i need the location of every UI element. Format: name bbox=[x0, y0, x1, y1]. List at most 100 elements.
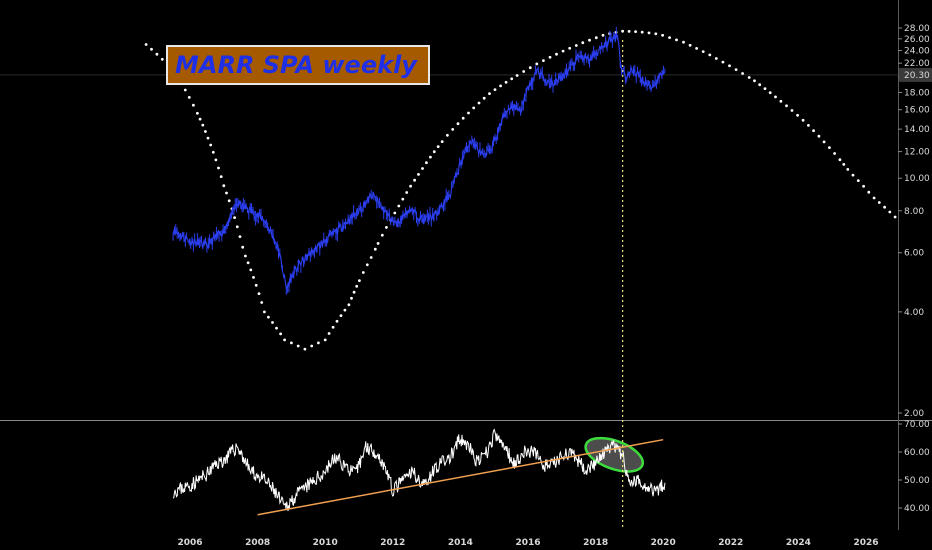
cycle-curve-dot bbox=[467, 111, 470, 115]
cycle-curve-dot bbox=[581, 41, 585, 45]
cycle-curve-dot bbox=[542, 59, 545, 62]
cycle-curve-dot bbox=[555, 52, 558, 56]
price-tick-label: 22.00 bbox=[904, 59, 930, 69]
cycle-curve-dot bbox=[768, 91, 772, 95]
cycle-curve-dot bbox=[369, 256, 373, 259]
cycle-curve-dot bbox=[688, 43, 692, 47]
cycle-curve-dot bbox=[257, 292, 261, 295]
cycle-curve-dot bbox=[461, 116, 465, 120]
cycle-curve-dot bbox=[401, 197, 405, 201]
cycle-curve-dot bbox=[335, 319, 339, 323]
cycle-curve-dot bbox=[601, 33, 605, 37]
cycle-curve-dot bbox=[862, 184, 865, 188]
cycle-curve-dot bbox=[695, 47, 698, 50]
cycle-curve-dot bbox=[661, 33, 664, 37]
cycle-curve-dot bbox=[260, 301, 264, 304]
cycle-curve-dot bbox=[893, 215, 897, 219]
cycle-curve-dot bbox=[303, 347, 307, 351]
last-price-box bbox=[899, 67, 932, 82]
price-tick-label: 12.00 bbox=[904, 148, 930, 158]
cycle-curve-dot bbox=[252, 276, 255, 279]
cycle-curve-dot bbox=[214, 158, 218, 162]
cycle-curve-dot bbox=[456, 122, 460, 126]
cycle-curve-dot bbox=[790, 109, 794, 112]
cycle-curve-dot bbox=[763, 87, 767, 90]
cycle-curve-dot bbox=[196, 111, 199, 115]
cycle-curve-dot bbox=[499, 84, 502, 88]
chart-title-box: MARR SPA weekly bbox=[166, 45, 430, 85]
cycle-curve-dot bbox=[310, 344, 314, 348]
cycle-curve-dot bbox=[436, 145, 440, 149]
cycle-curve-dot bbox=[510, 77, 514, 81]
cycle-curve-dot bbox=[238, 235, 242, 239]
cycle-curve-dot bbox=[361, 271, 365, 274]
cycle-curve-dot bbox=[385, 226, 388, 229]
x-tick-label: 2020 bbox=[651, 538, 676, 548]
cycle-curve-dot bbox=[568, 46, 572, 50]
cycle-curve-dot bbox=[198, 117, 202, 121]
cycle-curve-dot bbox=[856, 179, 860, 183]
cycle-curve-dot bbox=[271, 321, 274, 324]
price-tick-label: 28.00 bbox=[904, 24, 930, 34]
trend-line bbox=[257, 438, 664, 516]
x-tick-label: 2014 bbox=[448, 538, 473, 548]
cycle-curve-dot bbox=[833, 152, 836, 155]
indicator-tick-label: 70.00 bbox=[904, 420, 930, 430]
cycle-curve-dot bbox=[488, 92, 491, 95]
cycle-curve-dot bbox=[867, 190, 871, 194]
cycle-curve-dot bbox=[355, 284, 359, 288]
cycle-curve-dot bbox=[842, 163, 846, 166]
cycle-curve-dot bbox=[883, 205, 886, 209]
cycle-curve-dot bbox=[365, 263, 369, 267]
cycle-curve-dot bbox=[183, 88, 187, 92]
cycle-curve-dot bbox=[187, 96, 191, 99]
cycle-curve-dot bbox=[753, 79, 756, 83]
cycle-curve-dot bbox=[594, 36, 598, 40]
cycle-curve-dot bbox=[621, 29, 624, 33]
cycle-curve-dot bbox=[493, 88, 497, 91]
price-tick-label: 16.00 bbox=[904, 106, 930, 116]
cycle-curve-dot bbox=[548, 55, 552, 59]
cycle-curve-dot bbox=[204, 130, 207, 133]
cycle-curve-dot bbox=[828, 146, 831, 150]
x-tick-label: 2010 bbox=[313, 538, 338, 548]
cycle-curve-dot bbox=[290, 341, 293, 345]
cycle-curve-dot bbox=[144, 43, 148, 46]
cycle-curve-dot bbox=[522, 70, 526, 73]
cycle-curve-dot bbox=[323, 338, 327, 342]
cycle-curve-dot bbox=[279, 332, 282, 336]
cycle-curve-dot bbox=[217, 166, 220, 170]
cycle-curve-dot bbox=[241, 245, 245, 249]
cycle-curve-dot bbox=[249, 268, 253, 272]
cycle-curve-dot bbox=[432, 150, 436, 154]
cycle-curve-dot bbox=[425, 161, 428, 165]
cycle-curve-dot bbox=[668, 36, 671, 39]
cycle-curve-dot bbox=[482, 96, 486, 100]
cycle-curve-dot bbox=[654, 32, 658, 36]
cycle-curve-dot bbox=[417, 173, 420, 176]
cycle-curve-dot bbox=[267, 315, 270, 319]
cycle-curve-dot bbox=[872, 196, 876, 200]
cycle-curve-dot bbox=[235, 225, 239, 229]
cycle-curve-dot bbox=[504, 80, 508, 84]
cycle-curve-dot bbox=[747, 76, 751, 79]
cycle-curve-dot bbox=[222, 184, 226, 188]
cycle-curve-dot bbox=[155, 52, 159, 56]
cycle-curve-dot bbox=[380, 233, 384, 237]
cycle-curve-dot bbox=[734, 68, 738, 71]
x-tick-label: 2022 bbox=[718, 538, 743, 548]
cycle-curve-dot bbox=[515, 74, 519, 77]
cycle-curve-dot bbox=[446, 133, 449, 137]
cycle-curve-dot bbox=[838, 158, 842, 162]
cycle-curve-dot bbox=[347, 303, 351, 307]
cycle-curve-dot bbox=[627, 30, 631, 33]
price-tick-label: 2.00 bbox=[904, 409, 924, 419]
cycle-curve-dot bbox=[225, 191, 228, 195]
cycle-curve-dot bbox=[851, 173, 855, 177]
cycle-curve-dot bbox=[708, 53, 712, 57]
cycle-curve-dot bbox=[201, 123, 205, 127]
cycle-curve-dot bbox=[211, 150, 215, 154]
cycle-curve-dot bbox=[728, 64, 731, 68]
